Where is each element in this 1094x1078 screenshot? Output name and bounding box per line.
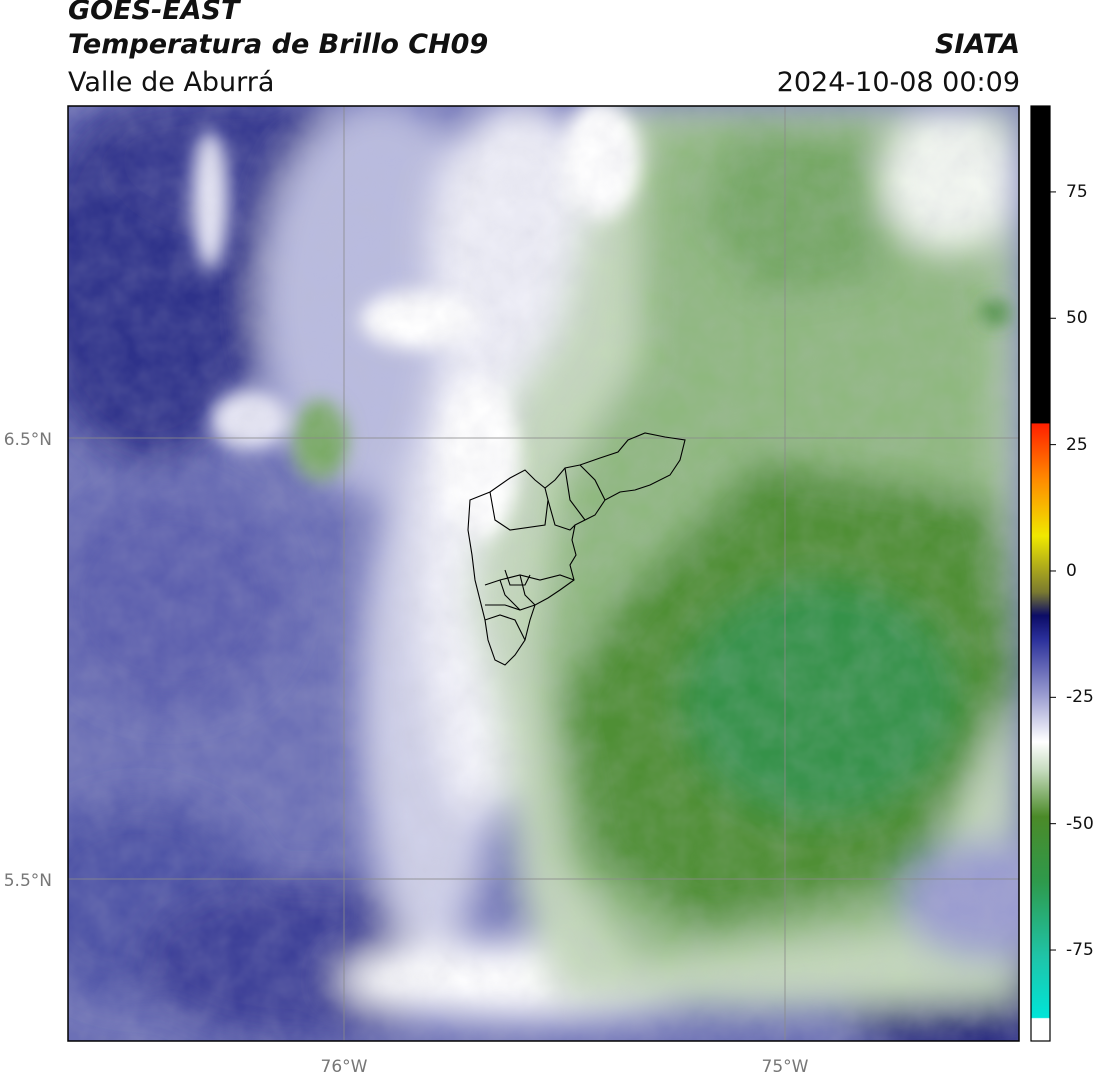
- colorbar-tick-label: 50: [1066, 308, 1088, 329]
- lon-label-75w: 75°W: [762, 1057, 809, 1077]
- colorbar-tick-label: 25: [1066, 434, 1088, 455]
- lat-label-6-5: 6.5°N: [4, 430, 52, 450]
- colorbar-tick-label: -50: [1066, 813, 1094, 834]
- colorbar-ticks: [1050, 191, 1056, 951]
- lat-label-5-5: 5.5°N: [4, 871, 52, 891]
- map-frame: [67, 105, 1020, 1042]
- colorbar-tick-label: 0: [1066, 560, 1077, 581]
- region-label: Valle de Aburrá: [68, 67, 275, 98]
- graticule: [68, 106, 1019, 1041]
- lon-label-76w: 76°W: [321, 1057, 368, 1077]
- colorbar-tick-label: 75: [1066, 181, 1088, 202]
- product-title: Temperatura de Brillo CH09: [68, 29, 489, 60]
- valle-de-aburra-boundary: [467, 432, 686, 666]
- timestamp-label: 2024-10-08 00:09: [776, 67, 1020, 98]
- colorbar-frame: [1030, 105, 1051, 1042]
- colorbar: [1031, 106, 1050, 1041]
- colorbar-tick-label: -75: [1066, 940, 1094, 961]
- agency-label: SIATA: [934, 29, 1020, 60]
- satellite-title: GOES-EAST: [68, 0, 240, 26]
- colorbar-tick-label: -25: [1066, 687, 1094, 708]
- map-field: [68, 106, 1019, 1041]
